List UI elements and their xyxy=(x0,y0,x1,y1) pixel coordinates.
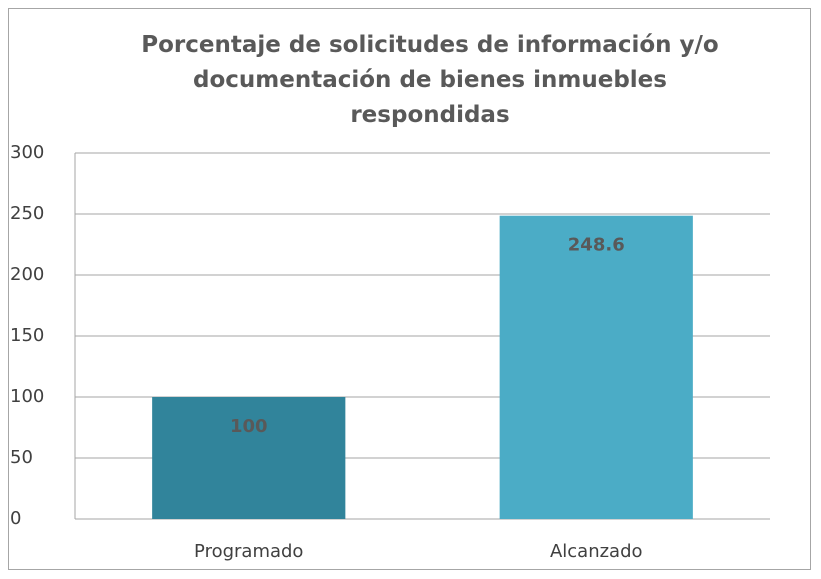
y-tick-label: 200 xyxy=(10,264,44,285)
y-tick-label: 150 xyxy=(10,325,44,346)
y-tick-label: 50 xyxy=(10,447,33,468)
y-tick-label: 0 xyxy=(10,508,21,529)
bar xyxy=(499,215,693,519)
y-tick-label: 100 xyxy=(10,386,44,407)
chart-frame xyxy=(8,8,811,570)
x-tick-label: Programado xyxy=(194,541,303,562)
chart-title: Porcentaje de solicitudes de información… xyxy=(141,32,719,128)
y-tick-label: 250 xyxy=(10,203,44,224)
data-label: 100 xyxy=(230,416,268,437)
bar xyxy=(152,397,346,519)
y-tick-label: 300 xyxy=(10,142,44,163)
x-tick-label: Alcanzado xyxy=(550,541,643,562)
data-label: 248.6 xyxy=(568,235,625,256)
